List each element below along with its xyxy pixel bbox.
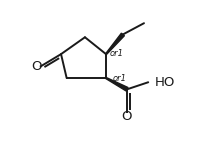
Polygon shape xyxy=(106,78,128,91)
Text: or1: or1 xyxy=(109,49,124,58)
Text: or1: or1 xyxy=(112,74,126,83)
Text: O: O xyxy=(31,60,42,73)
Polygon shape xyxy=(106,33,124,55)
Text: HO: HO xyxy=(155,76,175,89)
Text: O: O xyxy=(121,110,132,123)
